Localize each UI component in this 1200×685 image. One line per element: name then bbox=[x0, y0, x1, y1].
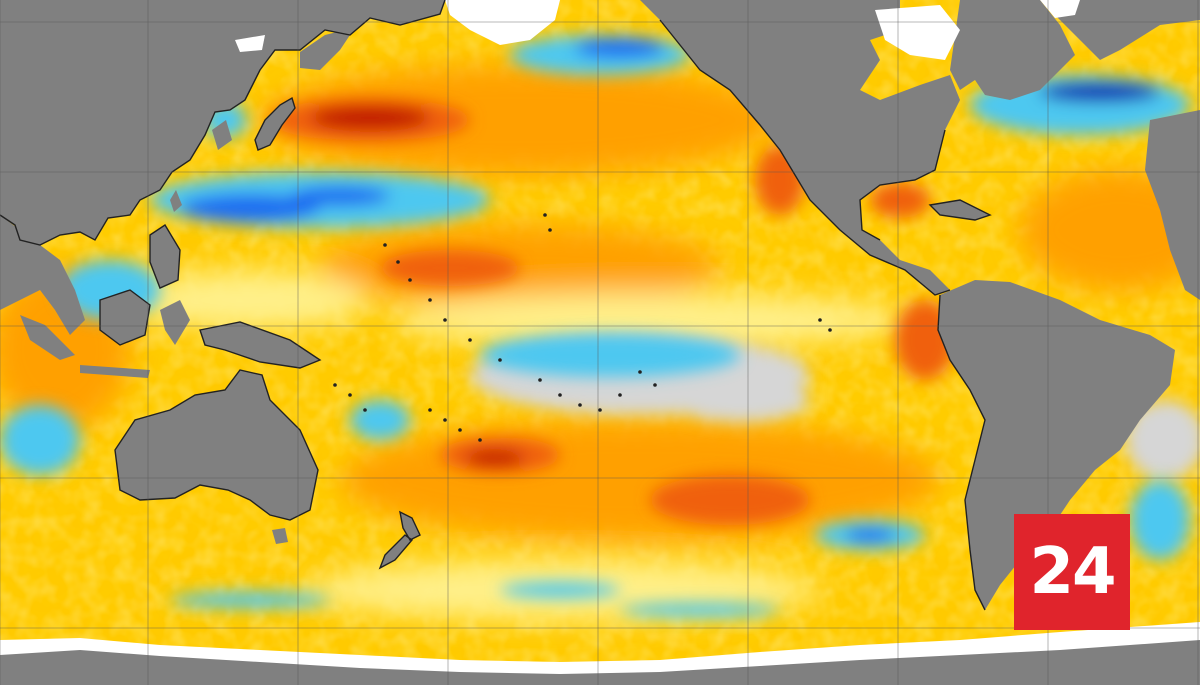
island-dot bbox=[478, 438, 482, 442]
coast-south-america bbox=[937, 294, 986, 611]
island-dot bbox=[408, 278, 412, 282]
cool-indian-ocean bbox=[0, 405, 80, 475]
antarctic-ice-shelf bbox=[0, 622, 1200, 674]
new-zealand-south bbox=[380, 535, 412, 568]
island-dot bbox=[598, 408, 602, 412]
channel-24-logo: 24 bbox=[1014, 514, 1130, 630]
arctic-ice-bering bbox=[445, 0, 560, 45]
arctic-ice-greenland bbox=[1040, 0, 1080, 18]
island-dot bbox=[618, 393, 622, 397]
island-dot bbox=[818, 318, 822, 322]
pacific-islands bbox=[333, 213, 832, 442]
island-dot bbox=[396, 260, 400, 264]
cool-band-equatorial bbox=[480, 333, 740, 377]
cool-tasman bbox=[350, 400, 410, 440]
island-dot bbox=[468, 338, 472, 342]
cold-band-north-west-2 bbox=[290, 186, 390, 206]
very-hot-south-1 bbox=[465, 450, 525, 466]
arctic-ice-canada bbox=[875, 5, 960, 60]
hot-spot-central bbox=[380, 250, 520, 286]
new-guinea-island bbox=[200, 322, 320, 368]
ice-hudson bbox=[235, 35, 265, 52]
borneo-island bbox=[100, 290, 150, 345]
north-america-continent bbox=[640, 0, 960, 295]
island-dot bbox=[543, 213, 547, 217]
coast-north-america bbox=[659, 19, 951, 296]
island-dot bbox=[443, 318, 447, 322]
cold-band-north-west bbox=[180, 194, 320, 222]
neutral-south-america bbox=[1125, 400, 1200, 480]
new-zealand-north bbox=[400, 512, 420, 540]
light-region-west bbox=[130, 270, 370, 330]
very-hot-kuroshio bbox=[310, 106, 430, 130]
cool-atlantic-south bbox=[1130, 480, 1190, 560]
island-dot bbox=[653, 383, 657, 387]
sulawesi-island bbox=[160, 300, 190, 345]
coast-new-guinea bbox=[199, 321, 322, 369]
korea-peninsula bbox=[212, 120, 232, 150]
africa-continent bbox=[1145, 110, 1200, 300]
northeast-canada bbox=[950, 0, 1075, 100]
coast-asia bbox=[0, 0, 446, 246]
cold-south-pacific bbox=[845, 528, 895, 542]
island-dot bbox=[333, 383, 337, 387]
cool-southern-1 bbox=[500, 582, 620, 598]
island-dot bbox=[498, 358, 502, 362]
java-island bbox=[80, 365, 150, 378]
coast-japan bbox=[254, 96, 296, 151]
antarctica-land bbox=[0, 630, 1200, 685]
warm-anomaly-central-pacific bbox=[320, 225, 720, 305]
island-dot bbox=[443, 418, 447, 422]
cool-southern-3 bbox=[620, 603, 780, 617]
indochina-peninsula bbox=[0, 215, 85, 335]
taiwan-island bbox=[170, 190, 182, 212]
coast-australia bbox=[114, 369, 319, 521]
island-dot bbox=[578, 403, 582, 407]
coastline-layer bbox=[0, 0, 992, 611]
cool-southern-2 bbox=[170, 592, 330, 608]
island-dot bbox=[538, 378, 542, 382]
island-dot bbox=[348, 393, 352, 397]
kamchatka-peninsula bbox=[300, 20, 360, 70]
coast-atlantic bbox=[859, 129, 946, 241]
island-dot bbox=[458, 428, 462, 432]
cold-atlantic-north bbox=[1040, 82, 1160, 102]
coast-cuba bbox=[928, 199, 992, 221]
philippines-islands bbox=[150, 225, 180, 288]
coast-new-zealand bbox=[378, 510, 421, 570]
south-america-continent bbox=[938, 280, 1175, 610]
island-dot bbox=[548, 228, 552, 232]
island-dot bbox=[428, 408, 432, 412]
coast-philippines bbox=[149, 224, 181, 289]
neutral-east bbox=[670, 378, 810, 422]
greenland-and-north-atlantic-land bbox=[1040, 0, 1200, 60]
warm-anomaly-north-pacific bbox=[260, 65, 780, 175]
tasmania-island bbox=[272, 528, 288, 544]
australia-continent bbox=[115, 370, 318, 520]
asia-landmass bbox=[0, 0, 445, 245]
island-dot bbox=[383, 243, 387, 247]
cuba-island bbox=[930, 200, 990, 220]
island-dot bbox=[363, 408, 367, 412]
island-dot bbox=[828, 328, 832, 332]
hot-spot-gulf bbox=[870, 182, 930, 218]
island-dot bbox=[428, 298, 432, 302]
coast-borneo bbox=[99, 289, 151, 346]
light-region-equatorial bbox=[390, 292, 910, 348]
hot-spot-south-2 bbox=[650, 475, 810, 525]
island-dot bbox=[638, 370, 642, 374]
warm-anomaly-atlantic bbox=[1020, 170, 1200, 290]
island-dot bbox=[558, 393, 562, 397]
japan-islands bbox=[255, 98, 295, 150]
cold-alaska bbox=[575, 38, 665, 58]
